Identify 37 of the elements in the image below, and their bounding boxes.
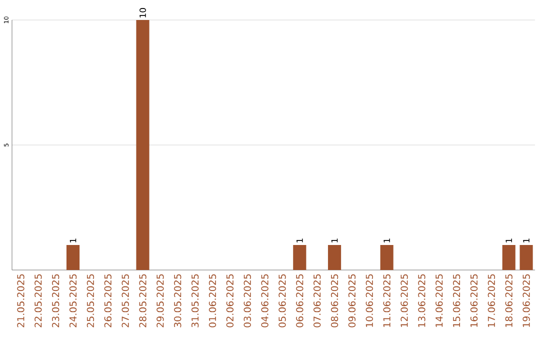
x-tick-label: 29.05.2025: [156, 274, 164, 328]
x-tick-label: 10.06.2025: [366, 274, 373, 327]
x-tick-label: 08.06.2025: [330, 274, 338, 328]
x-tick-label: 30.05.2025: [174, 274, 182, 328]
x-tick-label: 28.05.2025: [139, 274, 146, 328]
x-tick-label: 11.06.2025: [383, 274, 390, 327]
data-label: 1: [384, 238, 390, 242]
x-tick-label: 12.06.2025: [400, 274, 408, 327]
data-label: 1: [70, 238, 76, 242]
data-label: 1: [506, 238, 512, 242]
data-label: 1: [331, 238, 338, 242]
x-tick-label: 31.05.2025: [191, 274, 199, 328]
data-label: 1: [523, 238, 530, 242]
data-label: 1: [296, 238, 303, 242]
x-tick-label: 13.06.2025: [418, 274, 426, 327]
x-tick-label: 14.06.2025: [436, 274, 443, 327]
x-tick-label: 19.06.2025: [522, 274, 530, 327]
x-tick-label: 07.06.2025: [314, 274, 321, 328]
x-tick-label: 22.05.2025: [34, 274, 42, 328]
x-tick-label: 01.06.2025: [208, 274, 216, 328]
x-tick-label: 17.06.2025: [488, 274, 496, 327]
x-tick-label: 15.06.2025: [452, 274, 460, 327]
x-tick-label: 21.05.2025: [17, 274, 24, 328]
x-tick-label: 18.06.2025: [505, 274, 512, 327]
x-tick-label: 06.06.2025: [296, 274, 304, 328]
x-tick-label: 27.05.2025: [122, 274, 129, 328]
x-tick-label: 02.06.2025: [226, 274, 234, 328]
x-tick-label: 25.05.2025: [86, 274, 94, 328]
x-tick-label: 26.05.2025: [104, 274, 112, 328]
data-label: 10: [140, 8, 146, 18]
x-tick-label: 05.06.2025: [278, 274, 286, 328]
x-tick-label: 09.06.2025: [348, 274, 356, 328]
x-tick-label: 16.06.2025: [470, 274, 478, 327]
x-tick-label: 03.06.2025: [244, 274, 251, 328]
x-tick-label: 24.05.2025: [69, 274, 77, 328]
x-tick-label: 23.05.2025: [52, 274, 60, 328]
x-tick-label: 04.06.2025: [261, 274, 268, 328]
